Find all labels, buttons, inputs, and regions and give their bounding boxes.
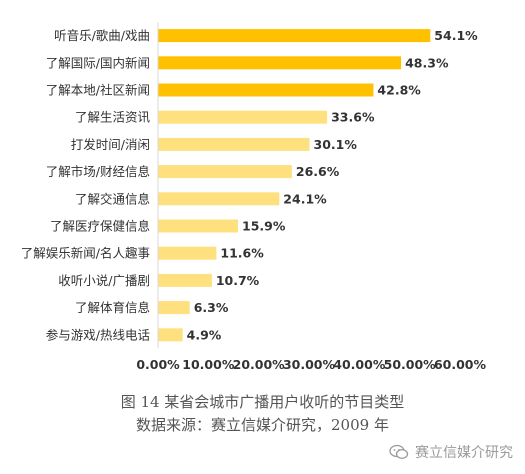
x-tick-label: 60.00% bbox=[434, 357, 487, 372]
data-label: 33.6% bbox=[331, 110, 375, 125]
data-label: 26.6% bbox=[296, 164, 340, 179]
category-label: 参与游戏/热线电话 bbox=[46, 327, 150, 342]
category-label: 了解交通信息 bbox=[75, 191, 150, 206]
x-tick-label: 40.00% bbox=[333, 357, 386, 372]
data-source-caption: 数据来源：赛立信媒介研究，2009 年 bbox=[136, 416, 389, 434]
category-label: 了解市场/财经信息 bbox=[46, 164, 150, 179]
bar bbox=[158, 301, 190, 315]
x-tick-label: 10.00% bbox=[182, 357, 235, 372]
bar bbox=[158, 83, 374, 97]
data-label: 48.3% bbox=[405, 55, 449, 70]
category-label: 了解生活资讯 bbox=[75, 110, 151, 125]
category-label: 了解医疗保健信息 bbox=[50, 219, 150, 234]
data-label: 4.9% bbox=[187, 327, 222, 342]
watermark: 赛立信媒介研究 bbox=[389, 442, 513, 462]
category-label: 了解娱乐新闻/名人趣事 bbox=[21, 246, 150, 261]
data-label: 11.6% bbox=[220, 246, 264, 261]
x-tick-label: 0.00% bbox=[136, 357, 180, 372]
bar bbox=[158, 165, 292, 179]
category-label: 了解国际/国内新闻 bbox=[46, 55, 150, 70]
x-tick-label: 30.00% bbox=[283, 357, 336, 372]
x-tick-label: 20.00% bbox=[233, 357, 286, 372]
data-label: 24.1% bbox=[283, 191, 327, 206]
x-tick-label: 50.00% bbox=[384, 357, 437, 372]
bar bbox=[158, 192, 280, 206]
bar bbox=[158, 110, 328, 124]
data-label: 42.8% bbox=[377, 83, 421, 98]
wechat-icon bbox=[389, 444, 409, 459]
chart: 听音乐/歌曲/戏曲 54.1% 了解国际/国内新闻 48.3% 了解本地/社区新闻 42.… bbox=[21, 22, 487, 372]
watermark-text: 赛立信媒介研究 bbox=[415, 445, 513, 461]
category-label: 听音乐/歌曲/戏曲 bbox=[54, 28, 150, 43]
category-label: 了解本地/社区新闻 bbox=[46, 83, 150, 98]
bar bbox=[158, 328, 183, 342]
data-label: 6.3% bbox=[194, 300, 229, 315]
data-label: 54.1% bbox=[434, 28, 478, 43]
bar bbox=[158, 29, 431, 43]
bar bbox=[158, 56, 402, 70]
category-label: 了解体育信息 bbox=[75, 300, 150, 315]
data-label: 10.7% bbox=[216, 273, 260, 288]
bar bbox=[158, 219, 239, 233]
category-label: 打发时间/消闲 bbox=[71, 137, 150, 152]
data-label: 15.9% bbox=[242, 219, 286, 234]
data-label: 30.1% bbox=[314, 137, 358, 152]
category-label: 收听小说/广播剧 bbox=[58, 273, 150, 288]
bar bbox=[158, 137, 310, 151]
bar bbox=[158, 273, 212, 287]
bar bbox=[158, 246, 217, 260]
figure-caption: 图 14 某省会城市广播用户收听的节目类型 bbox=[120, 393, 405, 411]
